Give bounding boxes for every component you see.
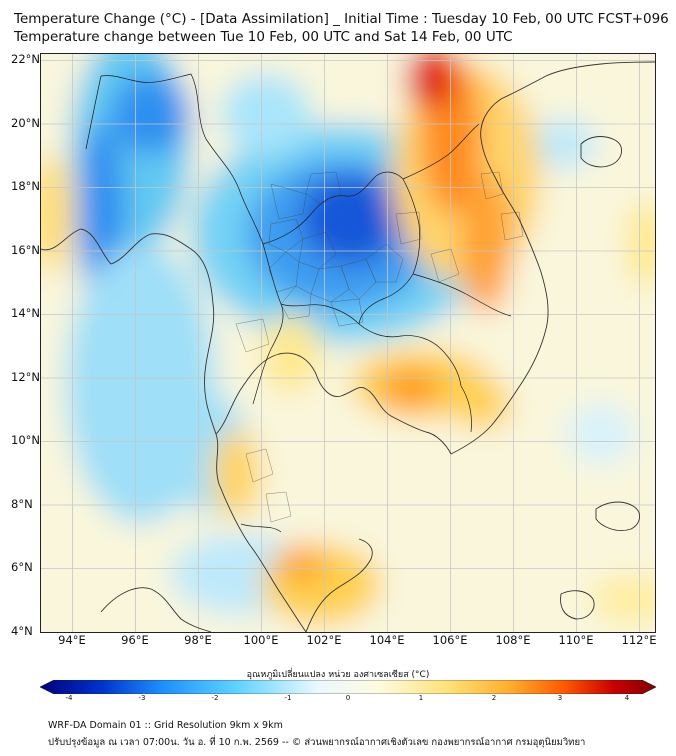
lat-label-22n: 22°N — [11, 52, 40, 66]
lat-label-12n: 12°N — [11, 370, 40, 384]
graticule — [41, 54, 655, 632]
footer-model-info: WRF-DA Domain 01 :: Grid Resolution 9km … — [48, 720, 283, 731]
province-borders — [235, 171, 524, 523]
colorbar-tick-m2: -2 — [211, 694, 219, 702]
temperature-change-map — [41, 54, 655, 632]
colorbar-title: อุณหภูมิเปลี่ยนแปลง หน่วย องศาเซลเซียส (… — [246, 670, 430, 680]
footer-credit: ปรับปรุงข้อมูล ณ เวลา 07:00น. วัน อ. ที่… — [48, 737, 586, 748]
lat-label-4n: 4°N — [11, 624, 33, 638]
lon-label-112e: 112°E — [621, 633, 657, 647]
colorbar — [40, 680, 656, 694]
country-borders — [85, 73, 512, 533]
lon-label-108e: 108°E — [495, 633, 531, 647]
lon-label-104e: 104°E — [369, 633, 405, 647]
lon-label-110e: 110°E — [558, 633, 594, 647]
colorbar-tick-m1: -1 — [284, 694, 292, 702]
temperature-field — [41, 54, 655, 632]
lat-label-6n: 6°N — [11, 560, 33, 574]
chart-subtitle: Temperature change between Tue 10 Feb, 0… — [14, 29, 513, 45]
colorbar-tick-1: 1 — [418, 694, 424, 702]
lon-label-96e: 96°E — [121, 633, 149, 647]
lon-label-106e: 106°E — [432, 633, 468, 647]
lon-label-98e: 98°E — [184, 633, 212, 647]
colorbar-tick-4: 4 — [624, 694, 630, 702]
colorbar-tick-m3: -3 — [138, 694, 146, 702]
lat-label-14n: 14°N — [11, 306, 40, 320]
lon-label-100e: 100°E — [243, 633, 279, 647]
colorbar-tick-3: 3 — [557, 694, 563, 702]
colorbar-tick-0: 0 — [345, 694, 351, 702]
lon-label-102e: 102°E — [306, 633, 342, 647]
lat-label-10n: 10°N — [11, 433, 40, 447]
lon-label-94e: 94°E — [58, 633, 86, 647]
colorbar-tick-m4: -4 — [65, 694, 73, 702]
coastlines — [41, 61, 655, 632]
lat-label-8n: 8°N — [11, 497, 33, 511]
colorbar-tick-2: 2 — [491, 694, 497, 702]
chart-title: Temperature Change (°C) - [Data Assimila… — [14, 11, 669, 27]
lat-label-18n: 18°N — [11, 179, 40, 193]
map-panel — [40, 53, 656, 633]
lat-label-16n: 16°N — [11, 243, 40, 257]
lat-label-20n: 20°N — [11, 116, 40, 130]
